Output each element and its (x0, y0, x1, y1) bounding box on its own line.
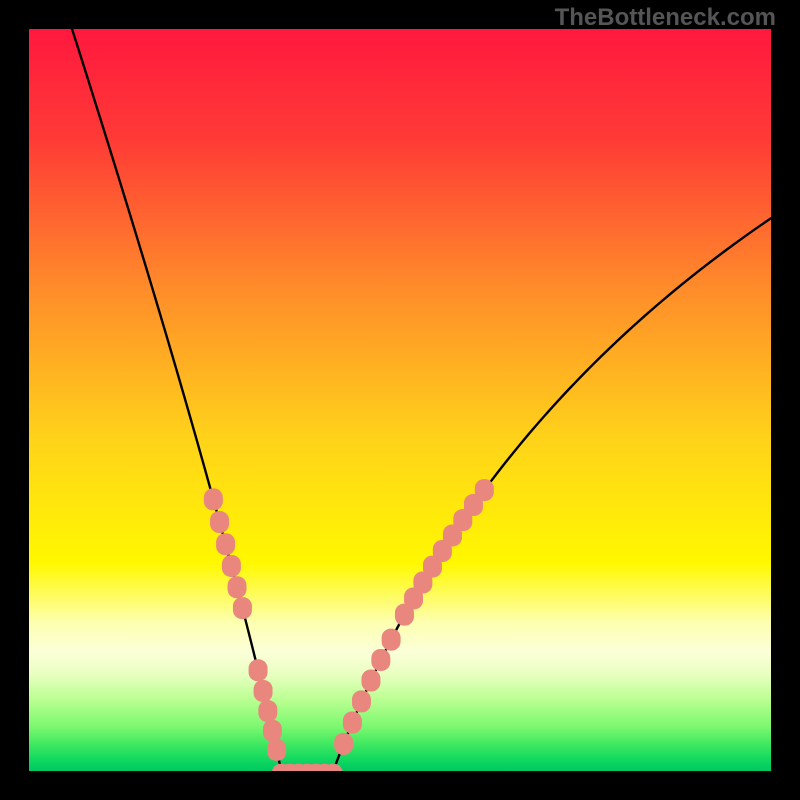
curve-marker (204, 488, 223, 510)
curve-marker (228, 576, 247, 598)
curve-marker (343, 712, 362, 734)
watermark-text: TheBottleneck.com (555, 4, 776, 32)
curve-marker (263, 720, 282, 742)
curve-marker (361, 670, 380, 692)
curve-marker (352, 690, 371, 712)
curve-marker (475, 479, 494, 501)
curve-marker (371, 649, 390, 671)
curve-marker (382, 629, 401, 651)
curve-marker (249, 659, 268, 681)
chart-root: TheBottleneck.com (0, 0, 800, 800)
curve-marker (233, 597, 252, 619)
curve-marker (222, 555, 241, 577)
curve-marker (254, 680, 273, 702)
bottleneck-curve-plot (29, 29, 771, 771)
curve-marker (216, 533, 235, 555)
gradient-background (29, 29, 771, 771)
curve-marker (258, 700, 277, 722)
curve-marker (210, 511, 229, 533)
curve-marker (334, 733, 353, 755)
curve-marker (267, 739, 286, 761)
